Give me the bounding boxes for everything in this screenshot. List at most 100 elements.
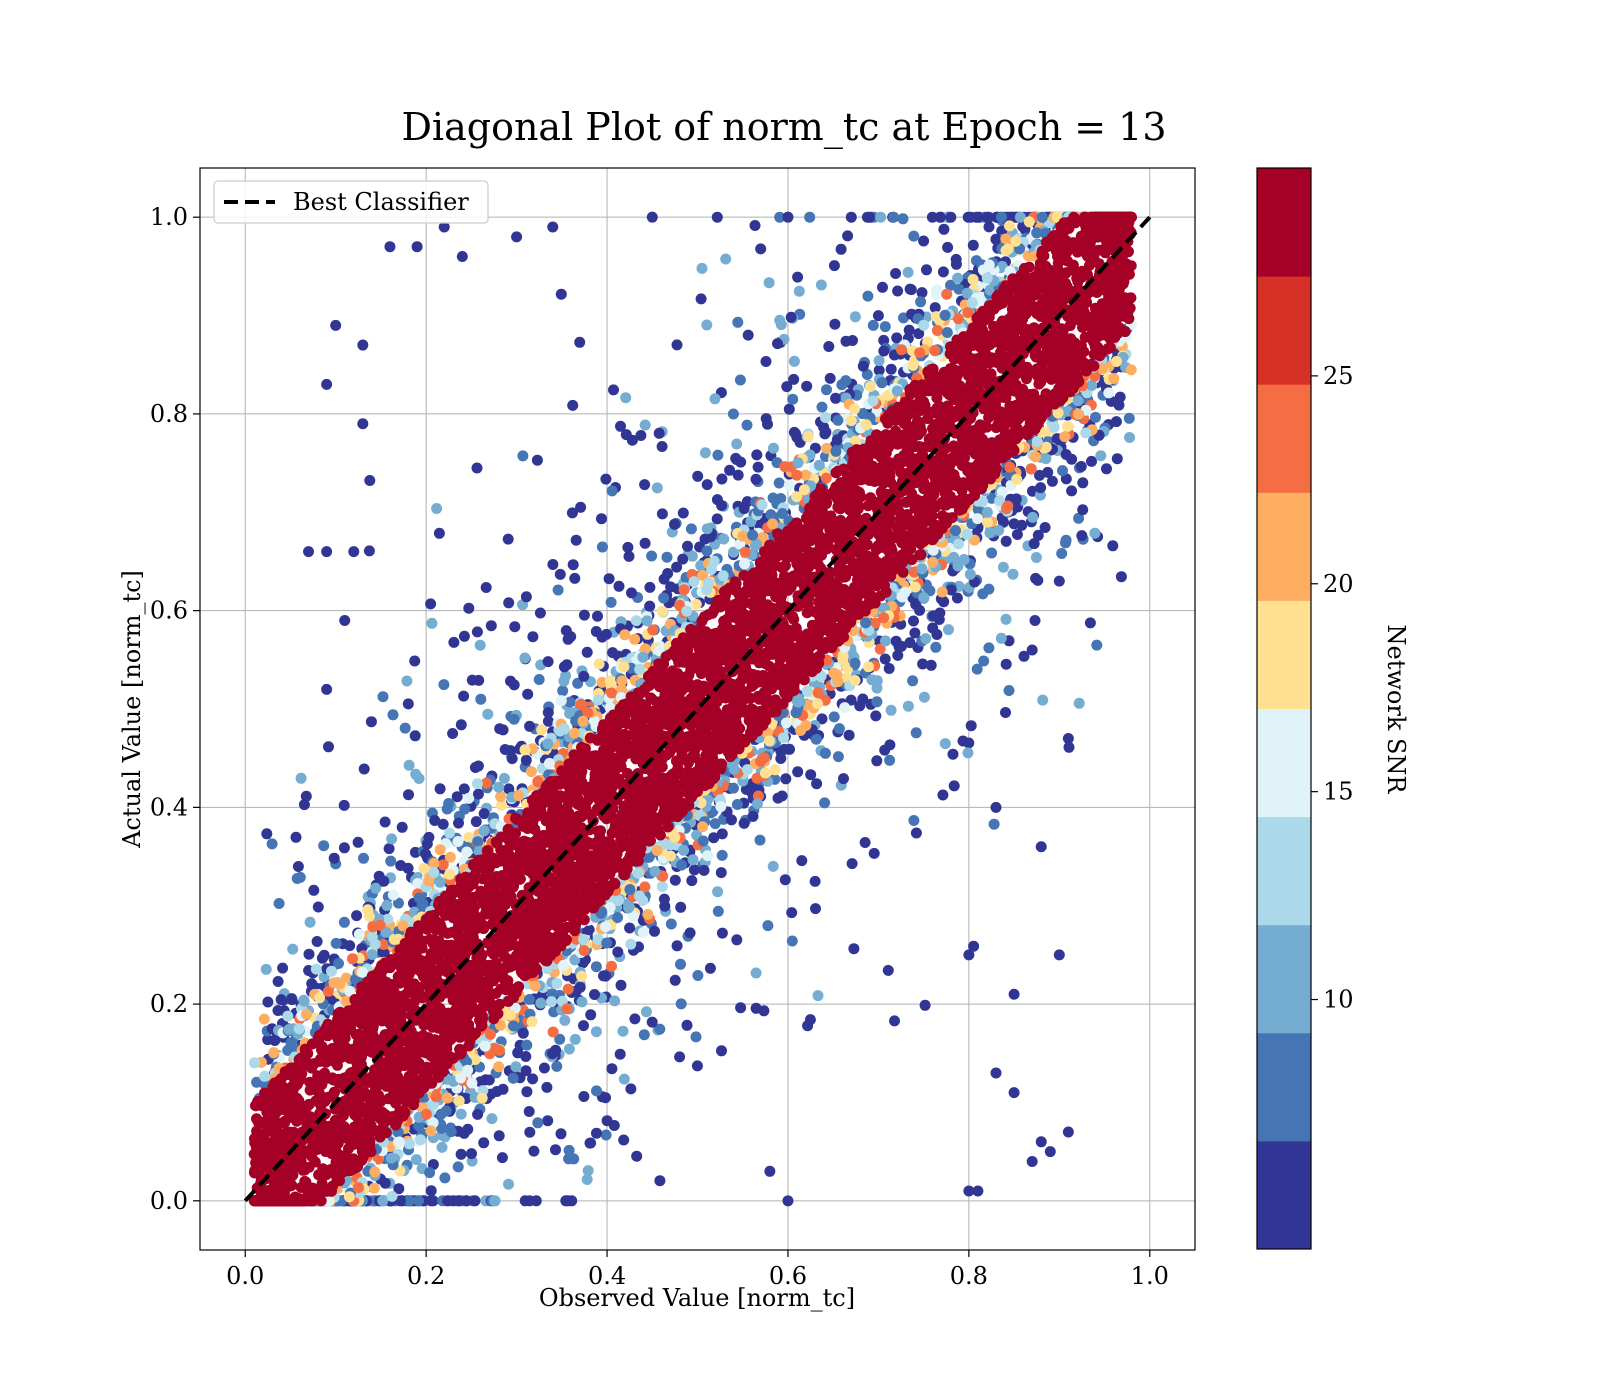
data-point: [433, 527, 445, 539]
data-point: [891, 332, 903, 344]
data-point: [519, 744, 531, 756]
data-point: [1037, 694, 1049, 706]
data-point: [889, 1015, 900, 1027]
data-point: [418, 862, 430, 874]
data-point: [434, 783, 446, 795]
data-point: [646, 550, 658, 562]
data-point: [420, 1108, 432, 1120]
data-point: [907, 675, 919, 687]
data-point: [541, 1081, 553, 1093]
data-point: [917, 658, 929, 670]
data-point: [425, 1185, 437, 1197]
data-point: [304, 916, 316, 928]
data-point: [835, 243, 847, 255]
data-point: [916, 563, 928, 575]
data-point: [542, 1115, 554, 1127]
data-point: [904, 637, 916, 649]
data-point: [676, 859, 688, 871]
data-point: [338, 842, 350, 854]
data-point: [623, 902, 635, 914]
data-point: [704, 962, 716, 974]
data-point: [953, 283, 965, 295]
data-point: [458, 630, 470, 642]
data-point: [961, 528, 973, 540]
data-point: [962, 307, 974, 319]
data-point: [696, 262, 708, 274]
data-point: [637, 651, 649, 663]
data-point: [363, 545, 375, 557]
data-point: [495, 791, 507, 803]
data-point: [873, 364, 885, 376]
data-point: [1000, 503, 1012, 515]
data-point: [792, 457, 804, 469]
data-point: [963, 737, 975, 749]
data-point: [466, 1148, 477, 1160]
data-point: [617, 1025, 629, 1037]
data-point: [526, 1016, 538, 1028]
data-point: [1016, 519, 1028, 531]
data-point: [741, 764, 753, 776]
data-point: [1046, 475, 1058, 487]
data-point: [488, 1042, 500, 1054]
data-point: [557, 685, 569, 697]
data-point: [272, 976, 284, 987]
data-point: [1004, 220, 1015, 232]
data-point: [656, 605, 668, 617]
data-point: [903, 324, 915, 336]
data-point: [805, 769, 817, 781]
data-point: [1003, 685, 1015, 696]
data-point: [437, 818, 449, 830]
data-point: [864, 211, 876, 223]
data-point: [929, 345, 941, 357]
data-point: [323, 741, 334, 753]
data-point: [623, 550, 635, 562]
data-point: [619, 629, 631, 641]
data-point: [669, 831, 681, 843]
data-point: [892, 649, 904, 661]
data-point: [674, 1051, 686, 1063]
data-point: [846, 858, 858, 870]
data-point: [819, 747, 831, 759]
data-point: [665, 850, 676, 862]
data-point: [801, 685, 813, 697]
data-point: [918, 691, 930, 703]
data-point: [885, 363, 897, 375]
data-point: [747, 529, 759, 541]
data-point: [604, 675, 616, 687]
data-point: [455, 1148, 467, 1160]
data-point: [833, 723, 845, 735]
data-point: [760, 356, 772, 367]
data-point: [832, 751, 844, 763]
data-point: [971, 663, 983, 675]
data-point: [542, 656, 554, 668]
data-point: [1030, 451, 1042, 463]
data-point: [788, 426, 800, 438]
data-point: [863, 661, 874, 673]
data-point: [1059, 431, 1071, 443]
data-point: [528, 1145, 540, 1157]
data-point: [435, 1108, 447, 1120]
data-point: [489, 1195, 501, 1207]
data-point: [535, 997, 547, 1009]
data-point: [926, 211, 938, 223]
data-point: [909, 581, 921, 593]
data-point: [701, 584, 713, 596]
data-point: [475, 693, 487, 705]
data-point: [939, 738, 951, 750]
data-point: [356, 966, 368, 978]
data-point: [558, 723, 570, 735]
data-point: [711, 211, 723, 223]
data-point: [298, 994, 310, 1006]
data-point: [712, 449, 724, 461]
data-point: [839, 702, 851, 714]
data-point: [1124, 432, 1135, 443]
data-point: [520, 591, 532, 603]
data-point: [831, 434, 843, 446]
data-point: [742, 329, 754, 341]
data-point: [452, 1161, 464, 1173]
data-point: [522, 688, 534, 700]
data-point: [849, 403, 860, 415]
data-point: [445, 1126, 457, 1138]
data-point: [728, 546, 739, 558]
data-point: [639, 537, 651, 549]
